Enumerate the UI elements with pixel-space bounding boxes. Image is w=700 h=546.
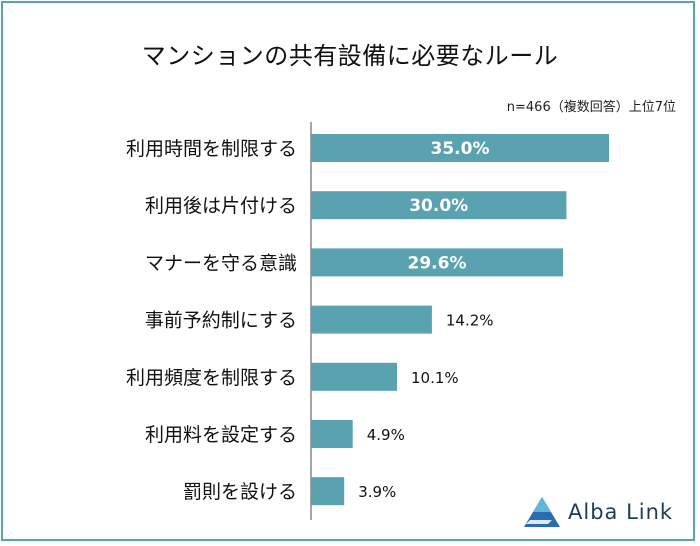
- bar: [311, 191, 567, 220]
- category-label: 利用時間を制限する: [126, 138, 297, 160]
- category-label: 利用後は片付ける: [145, 195, 297, 217]
- data-label: 29.6%: [408, 253, 467, 273]
- bar: [311, 420, 353, 448]
- category-label: 利用頻度を制限する: [126, 367, 297, 389]
- chart-title: マンションの共有設備に必要なルール: [141, 42, 559, 70]
- category-label: マナーを守る意識: [145, 252, 297, 274]
- bar: [311, 305, 432, 334]
- category-label: 罰則を設ける: [183, 481, 297, 503]
- triangle-logo-icon: [524, 497, 560, 527]
- bar: [311, 477, 345, 506]
- brand-logo: Alba Link: [522, 494, 682, 530]
- brand-name: Alba Link: [568, 500, 674, 524]
- data-label: 3.9%: [358, 483, 396, 501]
- data-label: 14.2%: [446, 312, 494, 330]
- data-label: 4.9%: [367, 426, 405, 444]
- category-label: 事前予約制にする: [145, 310, 297, 332]
- data-label: 35.0%: [431, 139, 490, 159]
- category-label: 利用料を設定する: [145, 424, 297, 446]
- bar: [311, 134, 609, 162]
- data-label: 30.0%: [409, 196, 468, 216]
- data-label: 10.1%: [411, 369, 459, 387]
- bar: [311, 248, 564, 277]
- sample-note: n=466（複数回答）上位7位: [506, 100, 676, 115]
- bar: [311, 362, 397, 391]
